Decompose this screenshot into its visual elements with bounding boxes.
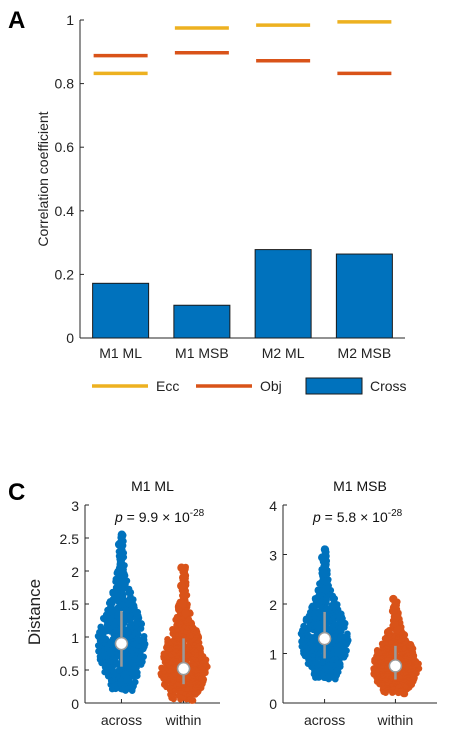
violin-title: M1 MSB — [333, 478, 387, 494]
y-tick-label: 0.5 — [60, 663, 80, 679]
violin-within — [370, 594, 423, 698]
data-point-outlier — [118, 579, 127, 588]
median-marker — [176, 661, 191, 676]
data-point — [169, 625, 176, 633]
data-point — [164, 636, 171, 643]
y-tick-label: 0.2 — [55, 266, 75, 282]
data-point — [97, 623, 105, 631]
p-value: = 5.8 × 10 — [321, 509, 388, 525]
violin-title: M1 ML — [131, 478, 174, 494]
violin-across — [297, 545, 352, 683]
data-point-outlier — [116, 559, 125, 569]
y-tick-label: 0 — [71, 696, 79, 712]
panel-a-label: A — [8, 7, 25, 34]
y-tick-label: 0 — [269, 696, 277, 712]
bar-cross — [173, 304, 231, 339]
legend-swatch-cross — [305, 377, 363, 395]
data-point-outlier — [322, 577, 331, 586]
data-point-outlier — [177, 581, 186, 591]
data-point — [300, 623, 307, 630]
data-point-outlier — [181, 608, 190, 618]
legend-label-ecc: Ecc — [156, 378, 179, 394]
p-value-text: p = 9.9 × 10-28 — [114, 508, 205, 525]
data-point — [140, 632, 148, 640]
median-marker — [388, 659, 403, 673]
data-point-outlier — [319, 569, 329, 578]
x-tick-label: within — [165, 712, 202, 728]
data-point-outlier — [321, 561, 330, 570]
y-tick-label: 2.5 — [60, 531, 80, 547]
x-tick-label: M2 ML — [262, 345, 305, 361]
panel-c-violin-left: 0 0.5 1 1.5 2 2.5 3 across within M1 ML p = 9.9 × … — [60, 478, 220, 728]
x-tick-label: within — [377, 712, 414, 728]
y-tick-label: 2 — [269, 597, 277, 613]
data-point — [344, 630, 351, 638]
legend-label-cross: Cross — [370, 378, 407, 394]
median-marker — [114, 636, 129, 651]
violin-across — [94, 530, 149, 694]
y-axis-label: Correlation coefficient — [35, 111, 51, 246]
y-tick-label: 0.6 — [55, 139, 75, 155]
y-tick-label: 2 — [71, 564, 79, 580]
data-point-outlier — [179, 572, 189, 581]
panel-a-legend: Ecc Obj Cross — [92, 377, 407, 395]
data-point-outlier — [117, 550, 127, 559]
violin-within — [157, 563, 211, 704]
median-marker — [317, 631, 332, 646]
p-exponent: -28 — [190, 508, 205, 519]
y-tick-label: 1 — [66, 12, 74, 28]
data-point-outlier — [177, 563, 186, 572]
x-tick-label: M2 MSB — [338, 345, 392, 361]
data-point-outlier — [117, 530, 127, 539]
data-point-outlier — [119, 569, 128, 579]
y-tick-label: 4 — [269, 498, 277, 514]
bar-cross — [254, 249, 312, 339]
y-tick-label: 0.4 — [55, 203, 75, 219]
data-point-outlier — [179, 590, 189, 600]
data-point-outlier — [114, 540, 124, 549]
data-point — [125, 585, 133, 593]
data-point — [373, 647, 381, 654]
x-tick-label: M1 MSB — [175, 345, 229, 361]
p-symbol: p — [114, 509, 123, 525]
data-point-outlier — [321, 585, 331, 594]
data-point-outlier — [318, 553, 327, 562]
legend-label-obj: Obj — [260, 378, 282, 394]
y-tick-label: 0 — [66, 330, 74, 346]
data-point-outlier — [320, 545, 330, 554]
bar-cross — [335, 253, 393, 339]
p-exponent: -28 — [388, 508, 403, 519]
y-tick-label: 3 — [269, 548, 277, 564]
x-tick-label: across — [101, 712, 142, 728]
panel-c-ylabel: Distance — [25, 579, 44, 645]
x-tick-label: across — [304, 712, 345, 728]
bar-cross — [92, 282, 150, 339]
data-point — [131, 678, 139, 686]
x-tick-label: M1 ML — [99, 345, 142, 361]
data-point-outlier — [389, 594, 398, 604]
panel-c-violin-right: 0 1 2 3 4 across within M1 MSB p = 5.8 × 10-28 — [269, 478, 437, 728]
y-tick-label: 1 — [269, 647, 277, 663]
p-value: = 9.9 × 10 — [123, 509, 190, 525]
y-tick-label: 1 — [71, 630, 79, 646]
data-point-outlier — [178, 599, 188, 609]
p-value-text: p = 5.8 × 10-28 — [312, 508, 403, 525]
panel-c-label: C — [8, 479, 25, 506]
y-tick-label: 1.5 — [60, 597, 80, 613]
y-tick-label: 0.8 — [55, 76, 75, 92]
y-tick-label: 3 — [71, 498, 79, 514]
panel-a-chart: 0 0.2 0.4 0.6 0.8 1 Correlation coefficient M1 … — [35, 12, 405, 361]
p-symbol: p — [312, 509, 321, 525]
